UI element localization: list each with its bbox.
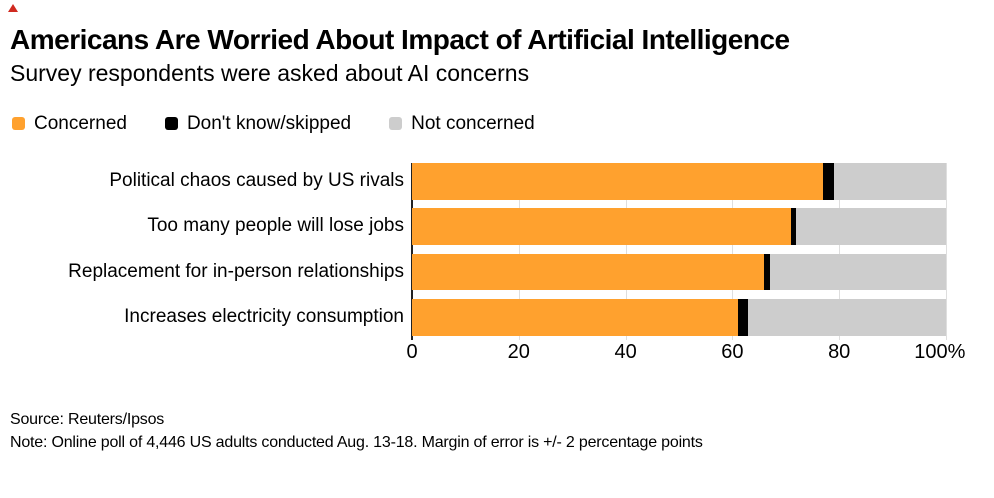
legend-item-dont-know: Don't know/skipped xyxy=(164,113,352,134)
bar-segment-not-concerned xyxy=(769,253,946,291)
bar-row xyxy=(412,299,946,336)
bar-segment-don-t-know-skipped xyxy=(791,208,797,245)
gridline xyxy=(732,163,734,340)
x-tick-label: 0 xyxy=(406,341,418,363)
bar-segment-concerned xyxy=(412,299,738,336)
gridline xyxy=(625,163,627,340)
legend-item-not-concerned: Not concerned xyxy=(389,114,535,133)
legend-label: Not concerned xyxy=(411,113,535,134)
bar-segment-don-t-know-skipped xyxy=(823,163,834,200)
red-corner-mark xyxy=(8,4,18,12)
x-tick-label: 40 xyxy=(614,341,637,363)
gridline xyxy=(518,163,520,340)
chart-title: Americans Are Worried About Impact of Ar… xyxy=(10,24,790,55)
category-label: Replacement for in-person relationships xyxy=(68,260,404,282)
bar-row xyxy=(412,253,946,291)
gridline xyxy=(839,163,841,340)
bar-segment-don-t-know-skipped xyxy=(764,253,770,291)
category-label: Political chaos caused by US rivals xyxy=(109,170,404,191)
bar-segment-don-t-know-skipped xyxy=(737,299,749,336)
note-line: Note: Online poll of 4,446 US adults con… xyxy=(10,434,703,451)
bar-segment-not-concerned xyxy=(796,208,946,245)
gridline xyxy=(946,163,947,340)
legend-label: Don't know/skipped xyxy=(186,113,352,134)
legend-item-concerned: Concerned xyxy=(12,114,127,133)
y-axis-line xyxy=(410,163,413,340)
x-tick-label: 100% xyxy=(914,341,966,363)
x-tick-label: 80 xyxy=(828,341,851,363)
bar-segment-concerned xyxy=(412,208,792,245)
dont-know-swatch-icon xyxy=(164,117,178,130)
x-tick-label: 60 xyxy=(721,341,744,363)
category-label: Increases electricity consumption xyxy=(124,306,404,328)
bar-segment-concerned xyxy=(412,253,765,291)
category-label: Too many people will lose jobs xyxy=(147,215,404,237)
bar-row xyxy=(412,208,946,245)
x-tick-label: 20 xyxy=(507,341,530,363)
source-line: Source: Reuters/Ipsos xyxy=(10,411,165,428)
footer: Source: Reuters/Ipsos Note: Online poll … xyxy=(10,408,703,454)
legend: Concerned Don't know/skipped Not concern… xyxy=(12,114,535,133)
concerned-swatch-icon xyxy=(12,117,25,130)
legend-label: Concerned xyxy=(34,113,127,134)
chart-subtitle: Survey respondents were asked about AI c… xyxy=(10,60,530,86)
bar-row xyxy=(412,163,946,200)
bar-segment-not-concerned xyxy=(748,299,946,336)
bar-segment-concerned xyxy=(412,163,824,200)
bar-segment-not-concerned xyxy=(833,163,946,200)
not-concerned-swatch-icon xyxy=(389,117,403,130)
